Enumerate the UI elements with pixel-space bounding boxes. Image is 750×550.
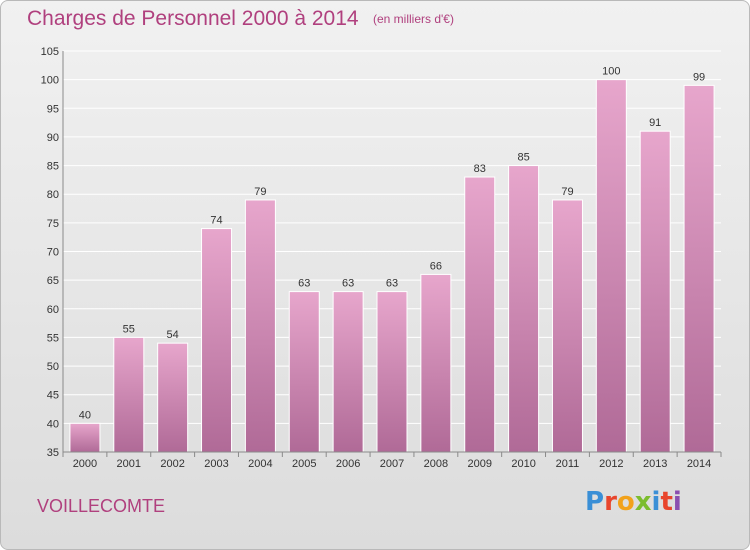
data-label: 79 xyxy=(254,186,266,198)
bar xyxy=(683,84,715,453)
x-tick-label: 2012 xyxy=(599,458,623,470)
y-tick-label: 45 xyxy=(47,390,59,402)
y-tick-label: 105 xyxy=(41,46,59,58)
data-label: 99 xyxy=(693,71,705,83)
logo-letter: i xyxy=(651,487,661,517)
data-label: 83 xyxy=(474,163,486,175)
data-label: 91 xyxy=(649,117,661,129)
x-tick-label: 2011 xyxy=(556,458,580,470)
x-tick-label: 2008 xyxy=(424,458,448,470)
y-tick-label: 85 xyxy=(47,161,59,173)
logo-letter: t xyxy=(660,487,673,517)
data-label: 74 xyxy=(210,215,222,227)
data-label: 63 xyxy=(386,278,398,290)
y-tick-label: 50 xyxy=(47,361,59,373)
bar xyxy=(508,165,540,453)
commune-name: VOILLECOMTE xyxy=(37,496,166,516)
y-tick-label: 95 xyxy=(47,103,59,115)
logo-letter: x xyxy=(634,487,652,517)
bar xyxy=(201,228,233,453)
chart-subtitle: (en milliers d'€) xyxy=(373,12,454,26)
y-tick-label: 75 xyxy=(47,218,59,230)
y-tick-label: 100 xyxy=(41,75,59,87)
y-tick-label: 60 xyxy=(47,304,59,316)
bar xyxy=(288,291,320,453)
data-label: 79 xyxy=(561,186,573,198)
bar xyxy=(157,342,189,453)
data-label: 100 xyxy=(602,66,620,78)
y-tick-label: 90 xyxy=(47,132,59,144)
bar xyxy=(420,273,452,453)
y-tick-label: 80 xyxy=(47,189,59,201)
x-axis: 2000 2001 2002 2003 2004 2005 2006 2007 2008 2009… xyxy=(62,451,722,470)
logo-letter: r xyxy=(604,487,617,517)
x-tick-label: 2013 xyxy=(643,458,667,470)
y-tick-label: 55 xyxy=(47,332,59,344)
data-label: 63 xyxy=(342,278,354,290)
logo-letter: i xyxy=(672,487,682,517)
data-label: 54 xyxy=(167,329,179,341)
y-axis: 35 40 45 50 55 60 65 70 75 80 85 90 95 100 105 xyxy=(41,46,64,459)
x-tick-label: 2003 xyxy=(204,458,228,470)
x-tick-label: 2009 xyxy=(467,458,491,470)
chart-title: Charges de Personnel 2000 à 2014 xyxy=(27,7,359,30)
bar xyxy=(595,79,627,453)
data-label: 55 xyxy=(123,323,135,335)
proxiti-logo: Proxiti xyxy=(585,487,682,517)
data-label: 40 xyxy=(79,409,91,421)
bars: 40 55 54 74 79 63 63 63 66 83 85 79 100 91 99 xyxy=(69,66,715,453)
x-tick-label: 2000 xyxy=(73,458,97,470)
y-tick-label: 35 xyxy=(47,447,59,459)
data-label: 63 xyxy=(298,278,310,290)
bar xyxy=(332,291,364,453)
y-tick-label: 40 xyxy=(47,418,59,430)
bar xyxy=(69,422,101,453)
x-tick-label: 2006 xyxy=(336,458,360,470)
x-tick-label: 2004 xyxy=(248,458,272,470)
x-tick-label: 2010 xyxy=(511,458,535,470)
logo-letter: o xyxy=(616,487,635,517)
logo-letter: P xyxy=(585,487,605,517)
bar xyxy=(639,130,671,453)
bar xyxy=(244,199,276,453)
x-tick-label: 2001 xyxy=(117,458,141,470)
bar xyxy=(551,199,583,453)
x-tick-label: 2005 xyxy=(292,458,316,470)
bar xyxy=(464,176,496,453)
x-tick-label: 2002 xyxy=(160,458,184,470)
data-label: 66 xyxy=(430,260,442,272)
data-label: 85 xyxy=(517,152,529,164)
y-tick-label: 65 xyxy=(47,275,59,287)
bar xyxy=(376,291,408,453)
x-tick-label: 2014 xyxy=(687,458,711,470)
y-tick-label: 70 xyxy=(47,247,59,259)
x-tick-label: 2007 xyxy=(380,458,404,470)
bar xyxy=(113,336,145,453)
